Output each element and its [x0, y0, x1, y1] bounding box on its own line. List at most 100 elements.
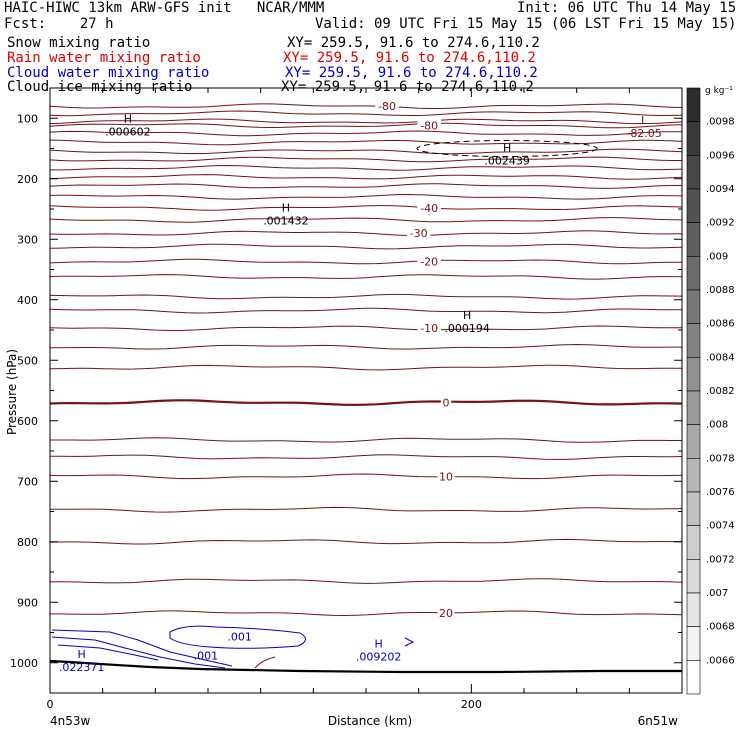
colorbar-label: .0068 — [706, 622, 735, 633]
contour-label: -40 — [420, 202, 438, 215]
temperature-contour — [49, 258, 682, 265]
y-tick-label: 400 — [17, 294, 38, 307]
field-label-snow: Snow mixing ratio — [7, 35, 151, 51]
colorbar-label: .0074 — [706, 521, 735, 532]
temperature-contour — [254, 656, 276, 669]
extremum-marker: L — [641, 114, 648, 127]
contour-label: -20 — [420, 256, 438, 269]
contour-label-bg — [437, 470, 455, 482]
temperature-contour — [49, 454, 683, 460]
colorbar-bin — [686, 323, 701, 358]
extremum-value: .009202 — [356, 650, 402, 663]
colorbar-unit: g kg⁻¹ — [705, 86, 733, 96]
contour-label: 0 — [443, 397, 450, 410]
colorbar-bin — [686, 87, 701, 122]
temperature-contour — [49, 217, 683, 223]
temperature-contour — [49, 399, 683, 407]
temperature-contour — [49, 103, 683, 109]
x-endpoint-left: 4n53w — [50, 714, 91, 728]
colorbar-bin — [686, 660, 701, 695]
colorbar-bin — [686, 155, 701, 190]
temperature-contour — [49, 473, 683, 480]
colorbar-bin — [686, 626, 701, 661]
field-xy-cloud-ice: XY= 259.5, 91.6 to 274.6,110.2 — [281, 79, 534, 95]
extremum-marker: H — [374, 637, 382, 650]
contour-label-bg — [406, 227, 431, 239]
temperature-contour — [50, 506, 683, 513]
temperature-contour — [49, 578, 683, 584]
y-tick-label: 700 — [17, 475, 38, 488]
extremum-value: .000602 — [105, 125, 151, 138]
extremum-value: .002439 — [484, 154, 530, 167]
colorbar-bin — [686, 188, 701, 223]
header-line2-right: Valid: 09 UTC Fri 15 May 15 (06 LST Fri … — [315, 16, 737, 32]
contour-label: -10 — [420, 322, 438, 335]
colorbar-label: .0076 — [706, 487, 735, 498]
contour-label: 20 — [439, 607, 453, 620]
colorbar-bin — [686, 256, 701, 291]
colorbar-bin — [686, 289, 701, 324]
temperature-contour — [49, 193, 683, 200]
field-label-rain: Rain water mixing ratio — [7, 50, 201, 66]
colorbar-label: .0084 — [706, 352, 735, 363]
temperature-contour — [49, 122, 683, 129]
y-tick-label: 900 — [17, 596, 38, 609]
temperature-contour — [49, 364, 683, 371]
contour-label-bg — [437, 607, 455, 619]
colorbar-bin — [686, 559, 701, 594]
colorbar-label: .007 — [706, 588, 728, 599]
colorbar-bin — [686, 390, 701, 425]
header-line2-left: Fcst: 27 h — [4, 16, 114, 32]
x-tick-label: 0 — [47, 698, 54, 711]
temperature-contour — [49, 183, 683, 189]
temperature-contour — [49, 538, 683, 545]
contour-label-bg — [417, 201, 441, 213]
temperature-contour — [50, 343, 682, 350]
temperature-contour — [49, 130, 683, 137]
temperature-contour — [49, 274, 683, 280]
y-tick-label: 1000 — [10, 657, 38, 670]
extremum-value: .022371 — [59, 661, 105, 674]
colorbar-label: .0096 — [706, 150, 735, 161]
colorbar-bin — [686, 424, 701, 459]
contour-label-bg — [417, 322, 441, 334]
extremum-marker: H — [124, 112, 132, 125]
colorbar-label: .009 — [706, 251, 728, 262]
cloud-water-contour — [57, 644, 159, 661]
contour-label-bg — [440, 396, 452, 408]
field-xy-cloud-water: XY= 259.5, 91.6 to 274.6,110.2 — [285, 65, 538, 81]
colorbar-label: .0086 — [706, 319, 735, 330]
contour-label: 10 — [439, 470, 453, 483]
cloud-water-contour — [169, 625, 306, 649]
temperature-contour — [49, 293, 683, 300]
extremum-marker: H — [77, 648, 85, 661]
colorbar-bin — [686, 525, 701, 560]
contour-label: -80 — [420, 120, 438, 133]
colorbar-bin — [686, 222, 701, 257]
x-endpoint-right: 6n51w — [638, 714, 679, 728]
snow-mixing-contour — [416, 140, 598, 157]
cloud-water-label: .001 — [227, 631, 252, 644]
colorbar-label: .0066 — [706, 655, 735, 666]
extremum-value: .000194 — [444, 322, 490, 335]
x-axis-label: Distance (km) — [328, 714, 412, 728]
temperature-contour — [49, 148, 683, 155]
temperature-contour — [50, 164, 683, 171]
contour-label-bg — [417, 119, 441, 131]
extremum-marker: H — [463, 309, 471, 322]
field-label-cloud-ice: Cloud ice mixing ratio — [7, 79, 193, 95]
contour-label: -80 — [378, 100, 396, 113]
y-tick-label: 600 — [17, 415, 38, 428]
y-axis-label: Pressure (hPa) — [5, 349, 19, 435]
colorbar-label: .0098 — [706, 117, 735, 128]
temperature-contour — [49, 243, 683, 250]
colorbar-bin — [686, 592, 701, 627]
y-tick-label: 800 — [17, 536, 38, 549]
temperature-contour — [50, 610, 683, 617]
colorbar-label: .0078 — [706, 453, 735, 464]
colorbar-label: .0088 — [706, 285, 735, 296]
y-tick-label: 200 — [17, 173, 38, 186]
field-xy-snow: XY= 259.5, 91.6 to 274.6,110.2 — [287, 35, 540, 51]
temperature-contour — [49, 118, 683, 125]
